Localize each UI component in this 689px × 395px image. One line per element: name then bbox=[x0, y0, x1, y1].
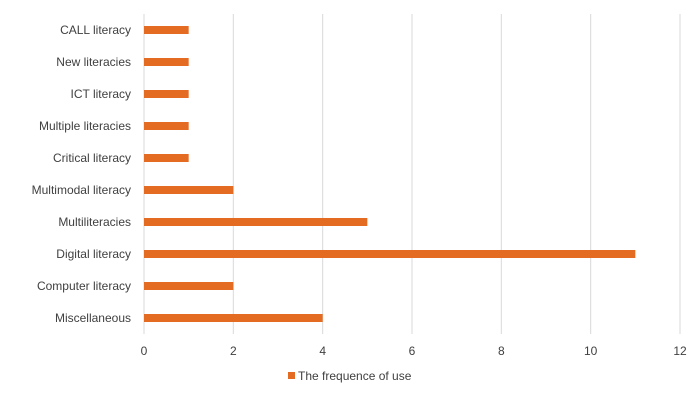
x-tick-label: 10 bbox=[584, 344, 598, 358]
category-label: Multiple literacies bbox=[39, 119, 131, 133]
x-tick-label: 4 bbox=[319, 344, 326, 358]
bar bbox=[144, 26, 189, 34]
x-tick-label: 8 bbox=[498, 344, 505, 358]
bars bbox=[144, 26, 636, 322]
bar bbox=[144, 218, 368, 226]
bar bbox=[144, 122, 189, 130]
x-tick-label: 2 bbox=[230, 344, 237, 358]
category-label: New literacies bbox=[56, 55, 131, 69]
bar bbox=[144, 58, 189, 66]
legend: The frequence of use bbox=[288, 369, 412, 383]
x-tick-label: 12 bbox=[673, 344, 687, 358]
bar bbox=[144, 154, 189, 162]
category-label: Multiliteracies bbox=[58, 215, 131, 229]
x-tick-label: 0 bbox=[141, 344, 148, 358]
bar bbox=[144, 314, 323, 322]
legend-swatch bbox=[288, 372, 295, 379]
category-label: Computer literacy bbox=[37, 279, 131, 293]
category-label: ICT literacy bbox=[71, 87, 131, 101]
x-tick-labels: 0 2 4 6 8 10 12 bbox=[141, 344, 687, 358]
gridlines bbox=[143, 14, 681, 334]
bar bbox=[144, 186, 234, 194]
category-label: Digital literacy bbox=[56, 247, 131, 261]
category-label: Miscellaneous bbox=[55, 311, 131, 325]
category-label: Multimodal literacy bbox=[32, 183, 131, 197]
bar bbox=[144, 282, 234, 290]
bar bbox=[144, 250, 636, 258]
category-label: Critical literacy bbox=[53, 151, 131, 165]
category-label: CALL literacy bbox=[60, 23, 131, 37]
legend-label: The frequence of use bbox=[298, 369, 412, 383]
category-labels: CALL literacy New literacies ICT literacy M… bbox=[32, 23, 131, 325]
bar bbox=[144, 90, 189, 98]
x-tick-label: 6 bbox=[409, 344, 416, 358]
